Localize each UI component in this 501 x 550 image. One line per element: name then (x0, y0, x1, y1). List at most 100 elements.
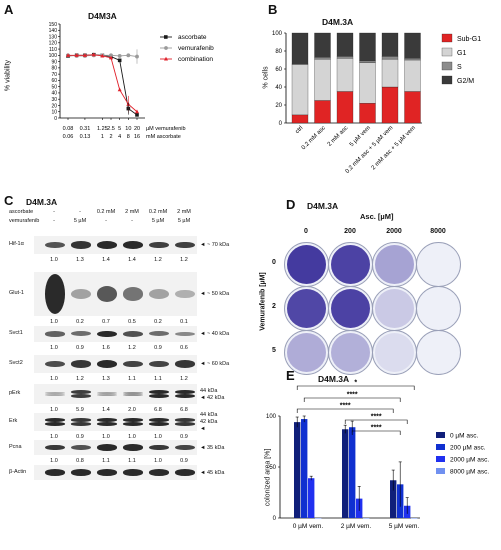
e-ytick-label: 100 (266, 414, 277, 420)
d-dish-stain (331, 333, 370, 372)
a-point-combination (91, 52, 96, 57)
c-treat-value: - (131, 218, 133, 224)
c-quant-value: 0.6 (180, 345, 188, 351)
b-legend-label: S (457, 64, 462, 71)
c-band (175, 331, 195, 337)
e-bar (308, 478, 315, 518)
panel-b-letter: B (268, 2, 278, 17)
e-sig-label: **** (371, 425, 382, 432)
c-blot-label: Hif-1α (9, 241, 24, 247)
b-ytick-label: 20 (275, 103, 282, 109)
c-quant-value: 1.0 (50, 434, 58, 440)
b-bar-g2m (381, 32, 399, 57)
e-sig-bracket (344, 419, 408, 424)
c-band (175, 422, 195, 426)
panel-e-title: D4M.3A (318, 374, 350, 384)
c-band (71, 241, 91, 249)
c-treat-value: - (53, 218, 55, 224)
e-bar (411, 518, 418, 519)
c-treat-value: - (53, 209, 55, 215)
c-band (123, 391, 143, 394)
c-band (45, 418, 65, 422)
e-bar (301, 419, 308, 518)
c-band (71, 418, 91, 422)
b-bar-g2m (336, 32, 354, 57)
c-treat-value: 0.2 mM (148, 209, 168, 215)
c-band (97, 394, 117, 397)
c-quant-value: 1.3 (102, 376, 110, 382)
c-quant-value: 6.8 (180, 407, 188, 413)
panel-c-blots: ascorbate - - 0.2 mM 2 mM 0.2 mM 2 mM vemurafen… (0, 0, 250, 550)
c-kda-marker: ◄ ~ 70 kDa (200, 242, 230, 248)
a-legend-marker (164, 46, 168, 50)
c-quant-value: 1.0 (50, 345, 58, 351)
d-row-label: 5 (272, 347, 276, 354)
d-dish-stain (287, 245, 326, 284)
c-kda-marker: ◄ 42 kDa (200, 394, 225, 401)
d-col-label: 0 (304, 228, 308, 235)
c-band (149, 360, 169, 368)
c-band (45, 444, 65, 451)
c-quant-value: 0.9 (76, 434, 84, 440)
d-dish (372, 330, 417, 375)
c-quant-value: 1.2 (180, 376, 188, 382)
panel-d-rowheader-wrap: Vemurafenib [µM] (256, 248, 270, 358)
c-kda-marker: ◄ ~ 60 kDa (200, 361, 230, 367)
c-quant-value: 1.0 (50, 407, 58, 413)
b-ytick-label: 80 (275, 49, 282, 55)
c-band (149, 389, 169, 394)
c-quant-value: 1.6 (102, 345, 110, 351)
panel-e-letter: E (286, 368, 295, 383)
a-xtick-label: 0.13 (80, 134, 91, 140)
c-band (97, 444, 117, 451)
d-dish (416, 286, 461, 331)
c-quant-value: 5.9 (76, 407, 84, 413)
c-band (123, 360, 143, 368)
c-quant-value: 1.2 (76, 376, 84, 382)
c-kda-marker: 44 kDa (200, 387, 218, 394)
a-legend-label: ascorbate (178, 34, 207, 41)
c-kda-marker: 42 kDa (200, 419, 218, 425)
a-xtick-label: 4 (118, 134, 121, 140)
c-band (45, 360, 65, 368)
c-band (149, 422, 169, 426)
a-xtick-label: 0.06 (63, 134, 74, 140)
c-blot-image (34, 272, 197, 316)
c-band (175, 241, 195, 249)
c-band (45, 274, 65, 314)
a-ytick-label: 110 (49, 47, 57, 53)
d-dish-stain (331, 289, 370, 328)
a-point-vemurafenib (109, 53, 113, 58)
c-band (71, 444, 91, 451)
b-legend-label: Sub-G1 (457, 36, 481, 43)
d-dish (284, 242, 329, 287)
b-bar-g2m (291, 32, 309, 64)
d-dish-stain (331, 245, 370, 284)
c-quant-value: 1.2 (128, 345, 136, 351)
e-legend-label: 2000 µM asc. (450, 457, 489, 464)
panel-b-title: D4M.3A (322, 17, 354, 27)
c-blot-label: Svct1 (9, 330, 23, 336)
c-band (123, 394, 143, 397)
c-band (123, 422, 143, 426)
panel-d-letter: D (286, 197, 296, 212)
e-legend-label: 200 µM asc. (450, 445, 486, 452)
c-band (45, 394, 65, 397)
c-band (97, 286, 117, 302)
c-band (45, 331, 65, 337)
e-bar (294, 422, 301, 518)
c-kda-marker: ◄ (200, 426, 206, 432)
d-dish (328, 286, 373, 331)
a-xtick-label: 20 (134, 126, 140, 132)
a-xtick-label: 16 (134, 134, 140, 140)
a-ytick-label: 60 (51, 78, 57, 84)
c-band (45, 469, 65, 476)
a-point-combination (117, 87, 122, 92)
c-band (175, 418, 195, 422)
c-quant-value: 1.0 (154, 458, 162, 464)
c-band (149, 418, 169, 422)
c-quant-value: 1.3 (76, 257, 84, 263)
c-band (45, 422, 65, 426)
c-band (123, 418, 143, 422)
c-blot-image (34, 326, 197, 342)
